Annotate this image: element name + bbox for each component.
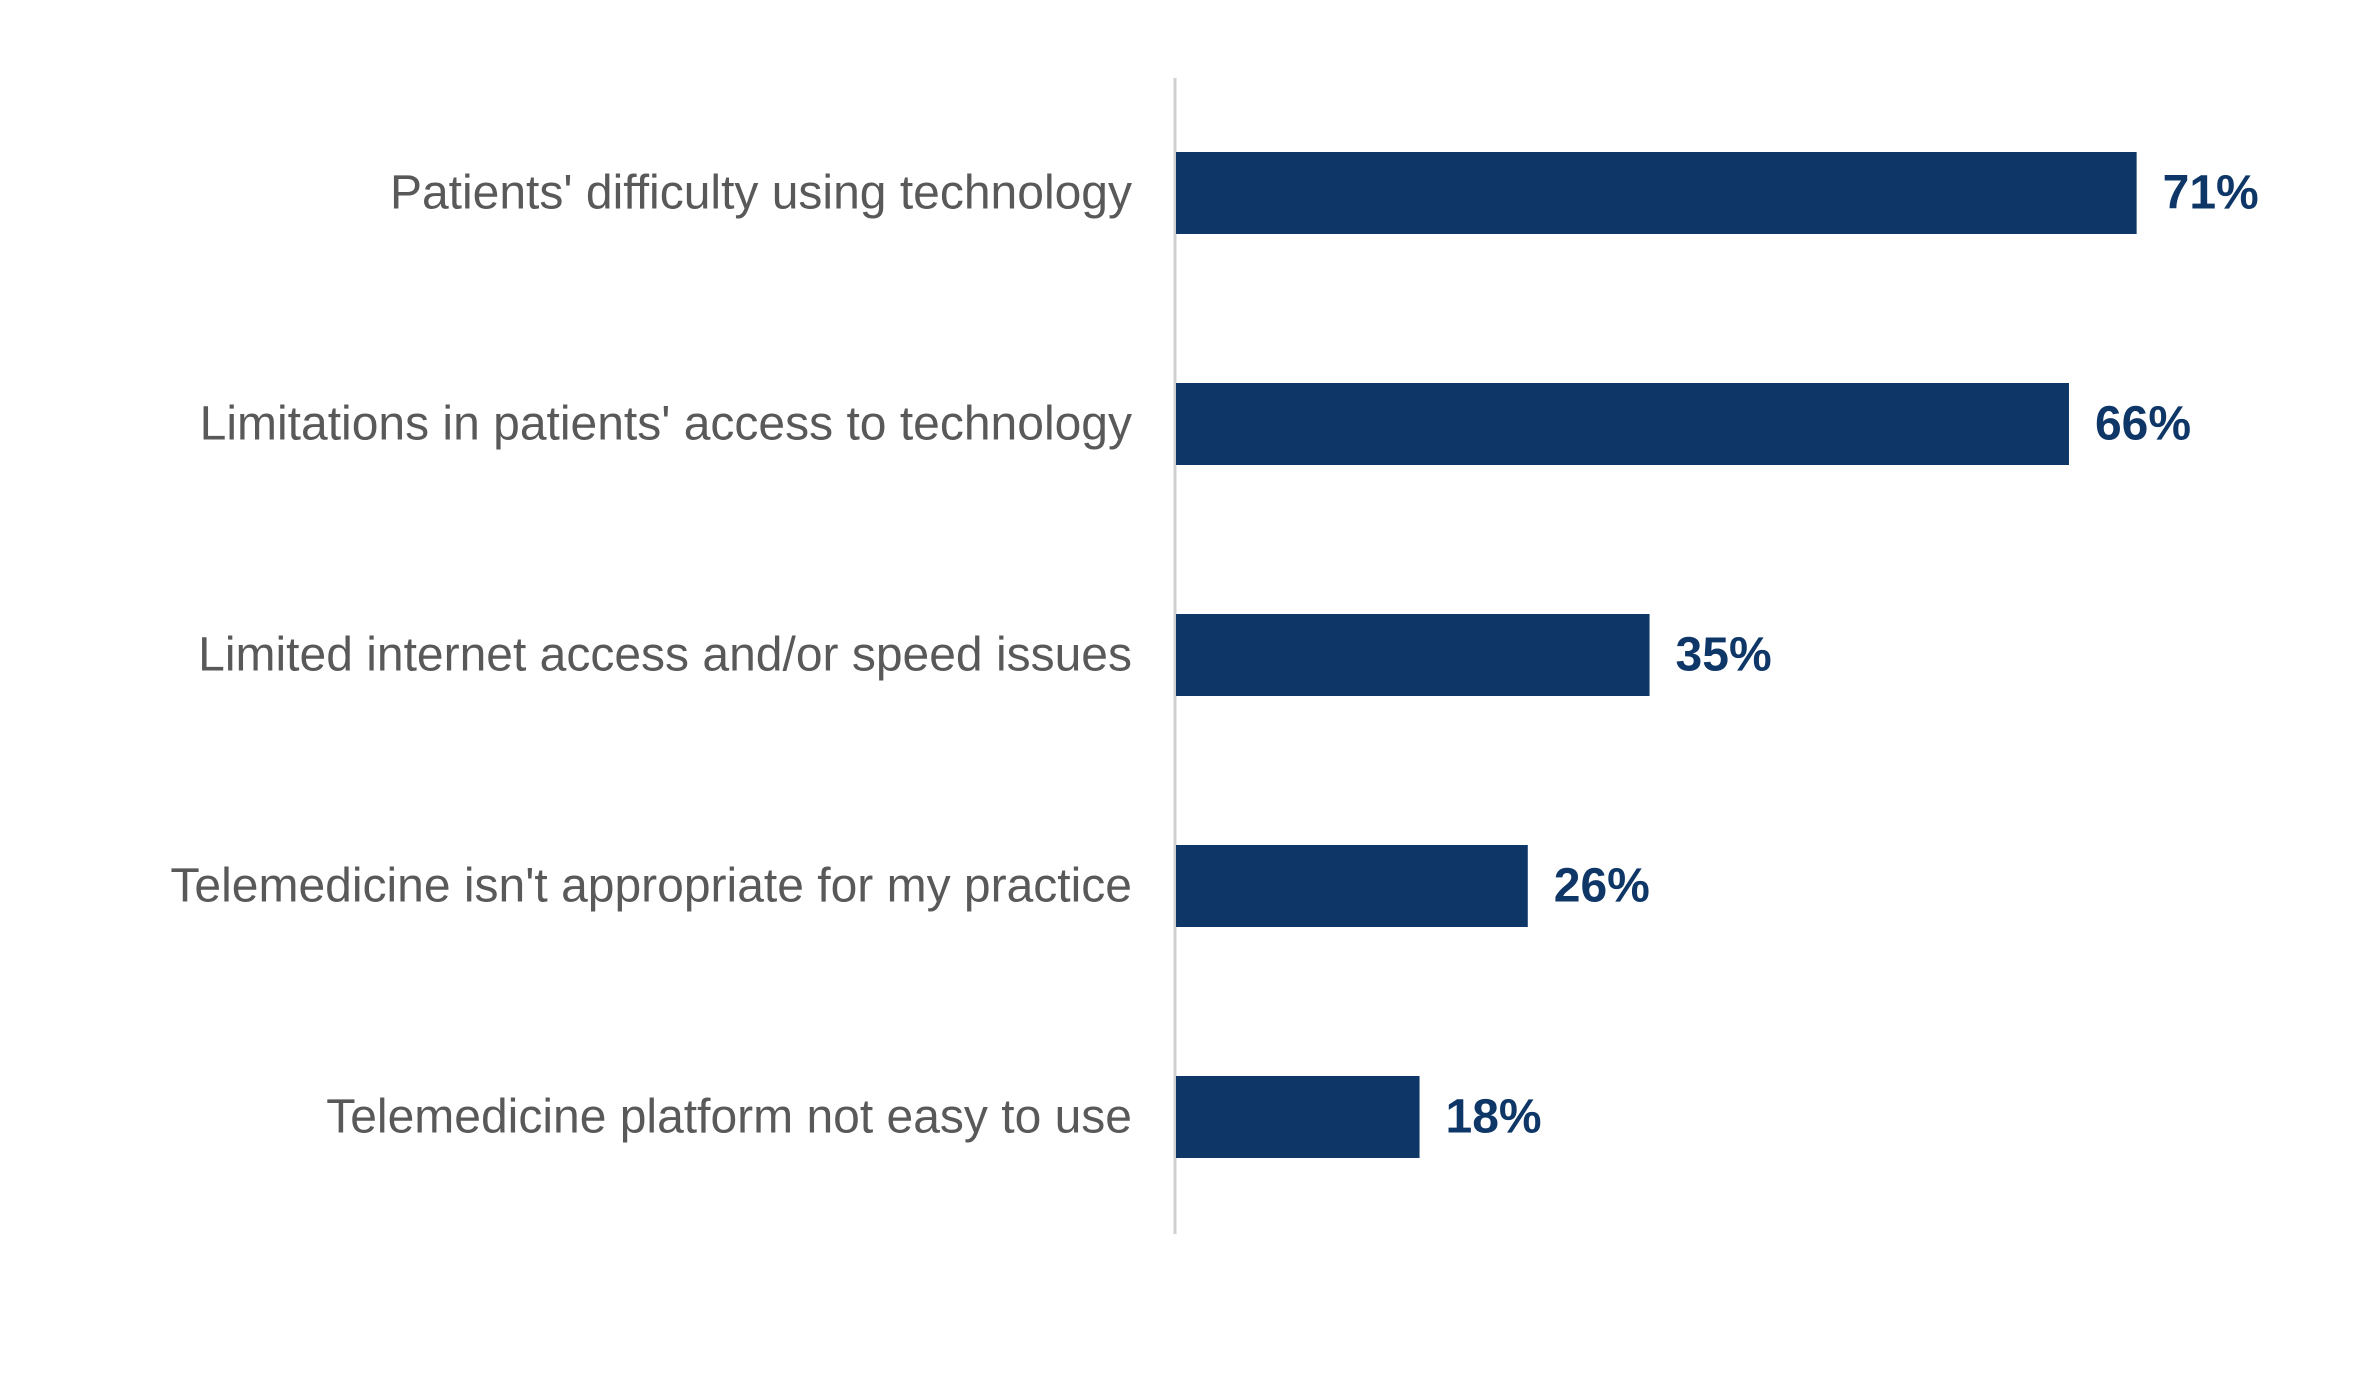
value-labels-group: 71% 66% 35% 26% 18% xyxy=(1446,167,2259,1144)
value-label: 71% xyxy=(2163,167,2259,220)
category-labels-group: Patients' difficulty using technology Lim… xyxy=(170,167,1132,1144)
bars-group xyxy=(1176,152,2137,1158)
bar xyxy=(1176,383,2069,465)
bar xyxy=(1176,1076,1420,1158)
value-label: 66% xyxy=(2095,398,2191,451)
category-label: Limitations in patients' access to techn… xyxy=(200,398,1132,451)
category-label: Telemedicine isn't appropriate for my pr… xyxy=(170,860,1132,913)
bar xyxy=(1176,614,1650,696)
bar xyxy=(1176,845,1528,927)
bar xyxy=(1176,152,2137,234)
category-label: Limited internet access and/or speed iss… xyxy=(198,629,1132,682)
category-label: Patients' difficulty using technology xyxy=(390,167,1132,220)
category-label: Telemedicine platform not easy to use xyxy=(326,1091,1132,1144)
value-label: 18% xyxy=(1446,1091,1542,1144)
value-label: 35% xyxy=(1676,629,1772,682)
value-label: 26% xyxy=(1554,860,1650,913)
